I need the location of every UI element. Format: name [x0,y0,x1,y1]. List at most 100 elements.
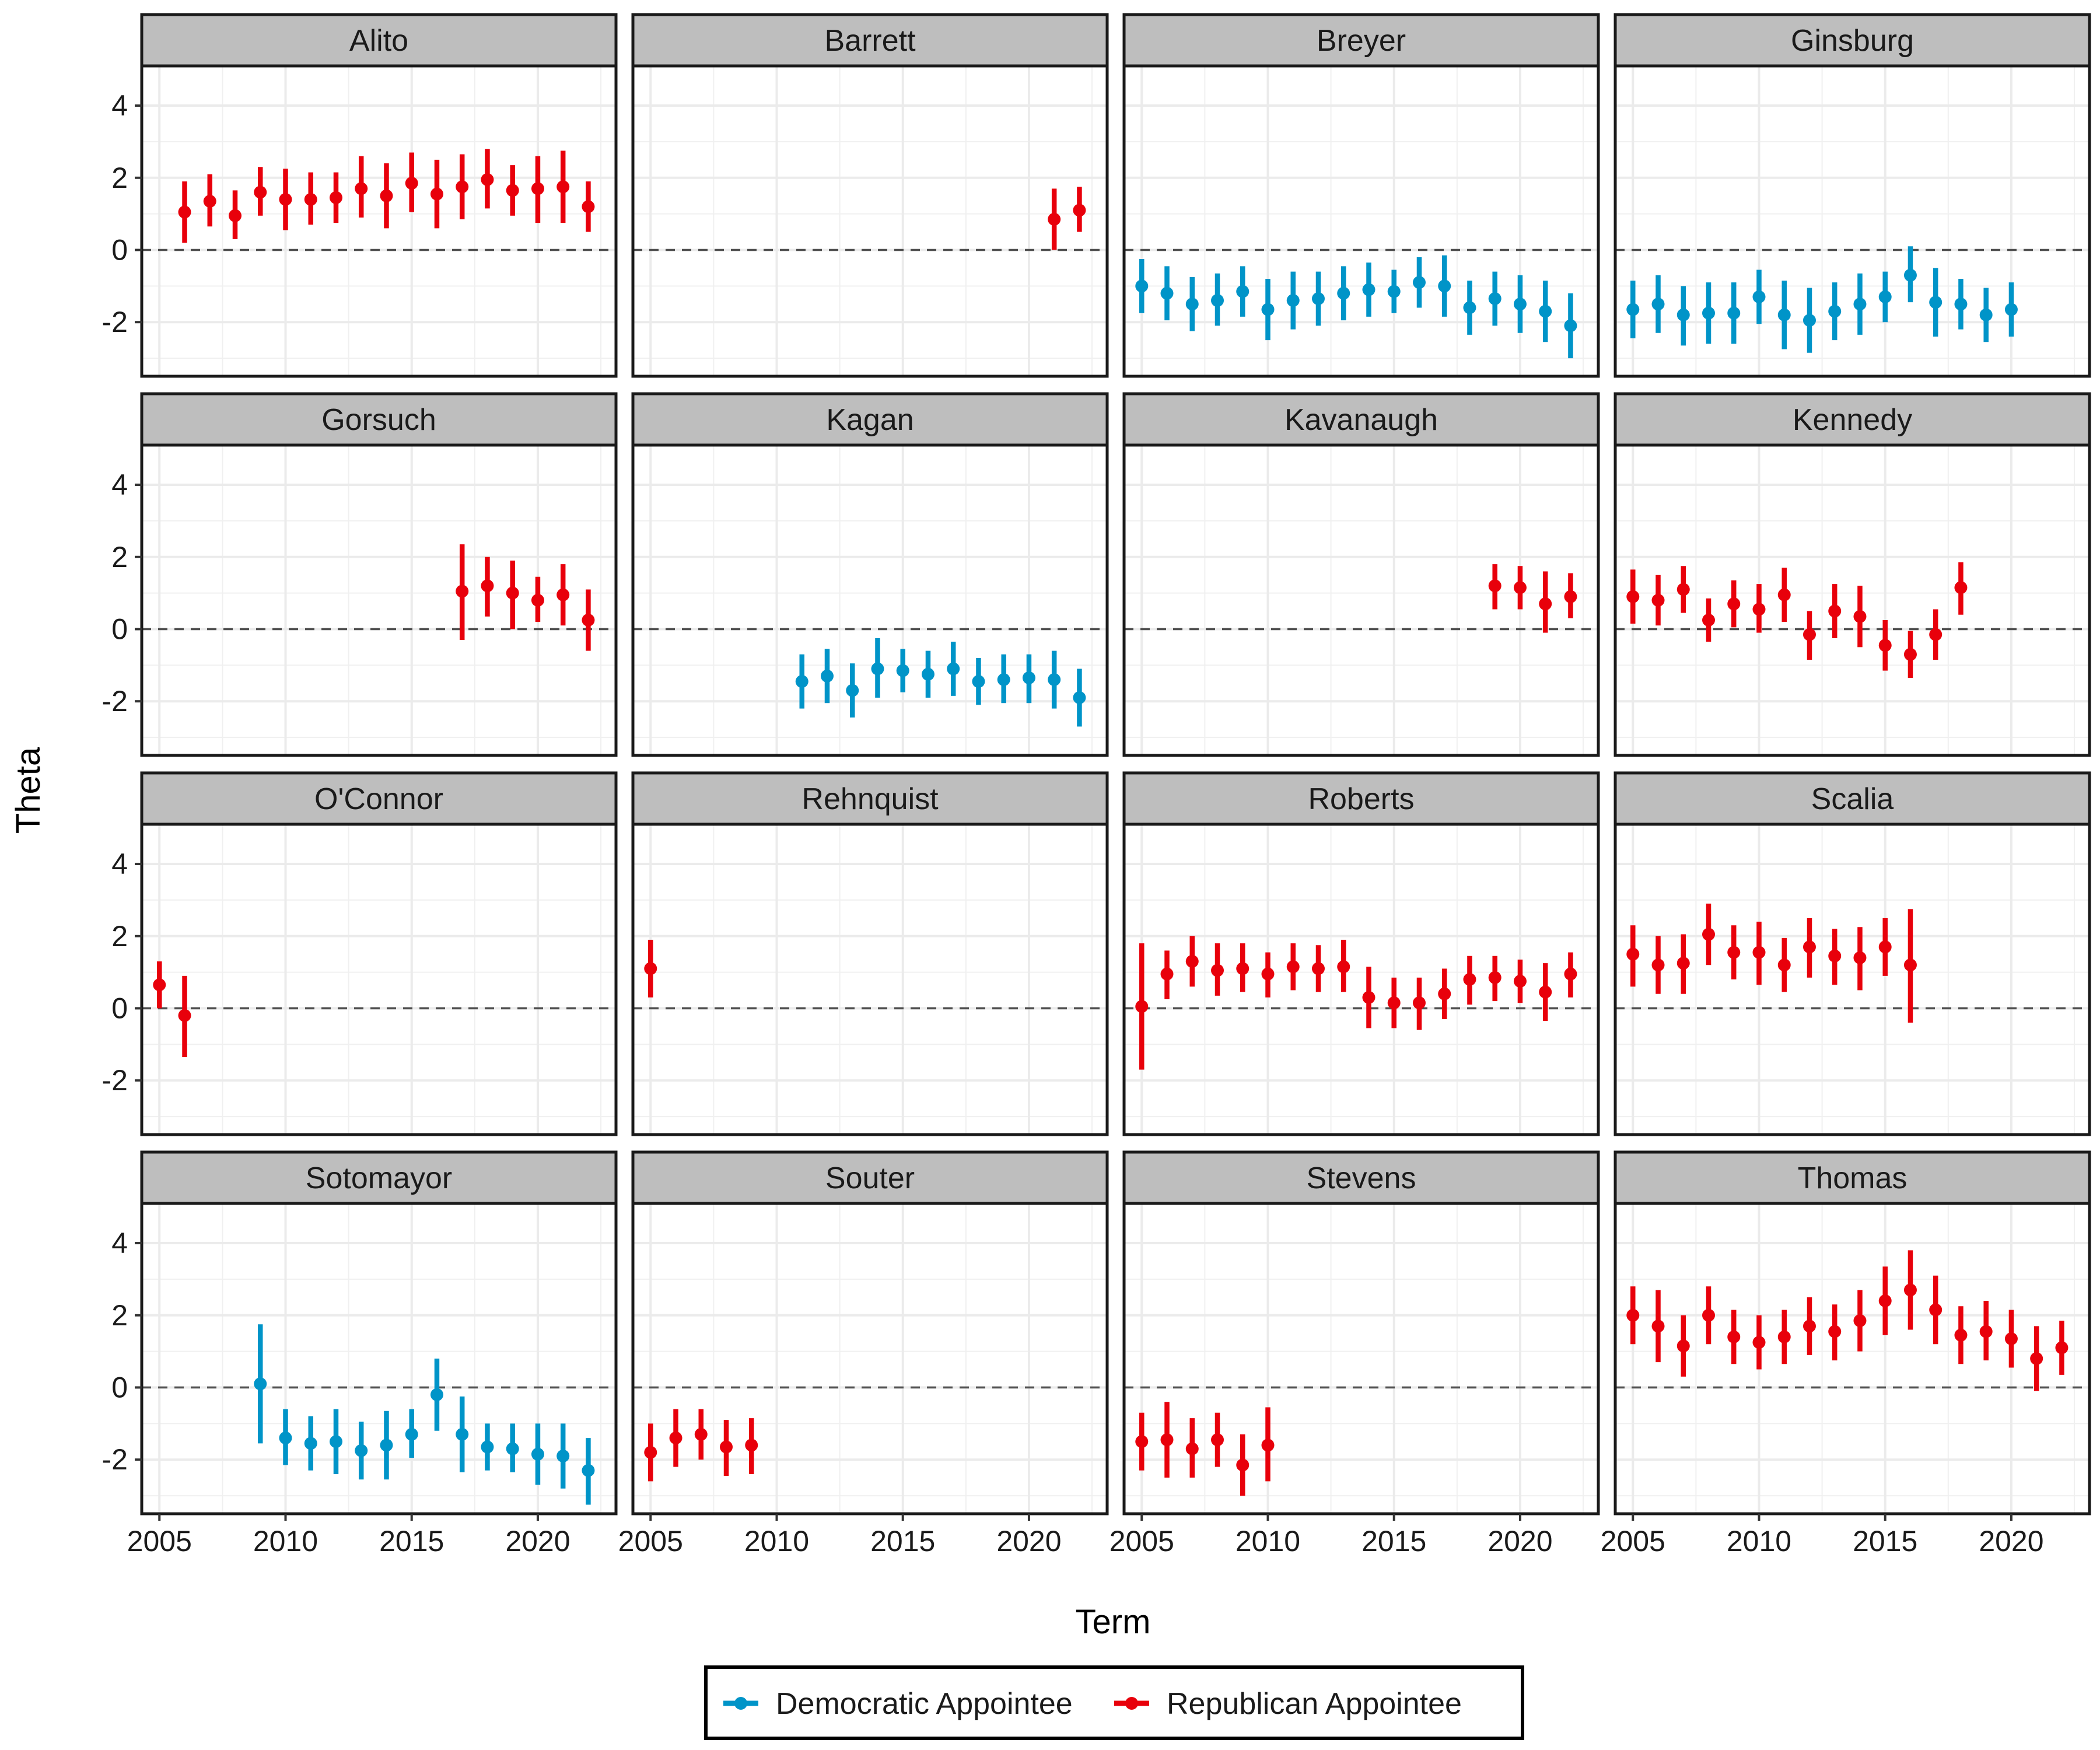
x-tick-label-stevens-2020: 2020 [1488,1525,1552,1558]
panel-gorsuch: Gorsuch 4 2 0 -2 [102,392,618,757]
panel-border-breyer [1122,64,1600,378]
data-point-kennedy-2008 [1702,614,1716,627]
panel-border-barrett [631,64,1109,378]
data-point-kavanaugh-2019 [1488,579,1502,593]
data-point-alito-2019 [506,184,519,197]
panel-o-connor: O'Connor 4 2 0 -2 [102,771,618,1136]
data-point-barrett-2022 [1073,204,1086,217]
data-point-sotomayor-2022 [582,1464,595,1477]
data-point-roberts-2012 [1311,962,1325,975]
data-point-sotomayor-2019 [506,1442,519,1455]
y-axis-title: Theta [9,747,47,834]
data-point-sotomayor-2012 [329,1435,342,1448]
data-point-kagan-2011 [795,675,808,688]
data-point-gorsuch-2022 [582,614,595,627]
strip-label-barrett: Barrett [824,24,916,58]
data-point-sotomayor-2009 [254,1377,267,1391]
plot-bg-barrett [633,66,1107,376]
data-point-roberts-2007 [1185,955,1199,968]
data-point-scalia-2012 [1803,940,1816,954]
data-point-ginsburg-2010 [1752,290,1766,303]
legend-label-democratic: Democratic Appointee [776,1687,1073,1721]
data-point-kagan-2021 [1048,673,1061,687]
data-point-sotomayor-2010 [279,1432,292,1445]
strip-label-breyer: Breyer [1317,24,1406,58]
data-point-scalia-2014 [1853,951,1867,964]
data-point-kennedy-2017 [1929,628,1943,641]
data-point-breyer-2008 [1211,294,1224,307]
panel-kennedy: Kennedy [1614,392,2091,757]
data-point-thomas-2018 [1954,1328,1968,1342]
data-point-roberts-2006 [1160,967,1174,981]
panel-border-kagan [631,443,1109,757]
panel-border-sotomayor [140,1202,618,1516]
data-point-alito-2022 [582,200,595,214]
strip-label-kagan: Kagan [826,403,914,437]
data-point-kagan-2017 [947,662,960,676]
strip-label-sotomayor: Sotomayor [306,1161,452,1195]
panel-border-kavanaugh [1122,443,1600,757]
data-point-roberts-2018 [1463,973,1476,986]
legend-key-point-democratic [734,1697,747,1710]
panel-scalia: Scalia [1614,771,2091,1136]
data-point-scalia-2011 [1777,958,1791,972]
y-tick-label-alito-2: 2 [111,162,128,194]
data-point-alito-2010 [279,192,292,206]
data-point-breyer-2011 [1286,294,1300,307]
data-point-breyer-2014 [1362,283,1376,296]
data-point-ginsburg-2020 [2004,303,2018,316]
data-point-kennedy-2007 [1676,583,1690,596]
data-point-kagan-2014 [871,662,884,676]
data-point-gorsuch-2017 [456,584,469,598]
y-tick-label-sotomayor-0: 0 [111,1371,128,1404]
x-axis-title: Term [1076,1603,1151,1641]
data-point-scalia-2013 [1828,949,1842,963]
x-tick-label-stevens-2010: 2010 [1236,1525,1300,1558]
data-point-kennedy-2018 [1954,581,1968,594]
strip-o-connor [140,771,618,826]
plot-bg-stevens [1124,1203,1598,1514]
panel-border-roberts [1122,822,1600,1136]
panel-border-stevens [1122,1202,1600,1516]
legend: Democratic Appointee Republican Appointe… [704,1665,1524,1740]
data-point-ginsburg-2018 [1954,298,1968,311]
plot-bg-souter [633,1203,1107,1514]
data-point-thomas-2007 [1676,1339,1690,1353]
x-tick-label-thomas-2020: 2020 [1979,1525,2043,1558]
data-point-souter-2007 [694,1427,708,1441]
data-point-thomas-2013 [1828,1325,1842,1338]
data-point-barrett-2021 [1048,212,1061,226]
data-point-sotomayor-2014 [380,1438,393,1452]
data-point-roberts-2017 [1438,987,1451,1000]
x-tick-label-thomas-2005: 2005 [1601,1525,1665,1558]
data-point-ginsburg-2011 [1777,308,1791,321]
data-point-kagan-2015 [896,664,909,677]
data-point-thomas-2017 [1929,1303,1943,1317]
data-point-ginsburg-2012 [1803,314,1816,327]
panel-breyer: Breyer [1122,13,1600,378]
plot-bg-ginsburg [1615,66,2090,376]
strip-label-roberts: Roberts [1308,782,1414,816]
data-point-breyer-2009 [1236,285,1250,298]
data-point-souter-2009 [745,1438,758,1452]
y-tick-label-sotomayor--2: -2 [102,1443,128,1476]
major-grid-kagan [633,445,1107,755]
y-tick-label-o-connor-2: 2 [111,920,128,953]
x-tick-label-souter-2010: 2010 [744,1525,809,1558]
plot-bg-roberts [1124,824,1598,1135]
legend-item-democratic: Democratic Appointee [723,1687,1073,1721]
x-tick-label-sotomayor-2010: 2010 [253,1525,318,1558]
plot-bg-gorsuch [142,445,616,755]
strip-label-alito: Alito [349,24,408,58]
data-point-o-connor-2005 [153,978,166,992]
data-point-breyer-2016 [1412,276,1426,289]
data-point-scalia-2016 [1903,958,1917,972]
data-point-kagan-2020 [1022,671,1035,684]
plot-bg-sotomayor [142,1203,616,1514]
data-point-stevens-2007 [1185,1442,1199,1455]
data-point-kavanaugh-2020 [1513,581,1527,594]
data-point-scalia-2015 [1878,940,1892,954]
strip-breyer [1122,13,1600,68]
plot-bg-breyer [1124,66,1598,376]
strip-label-kavanaugh: Kavanaugh [1284,403,1438,437]
